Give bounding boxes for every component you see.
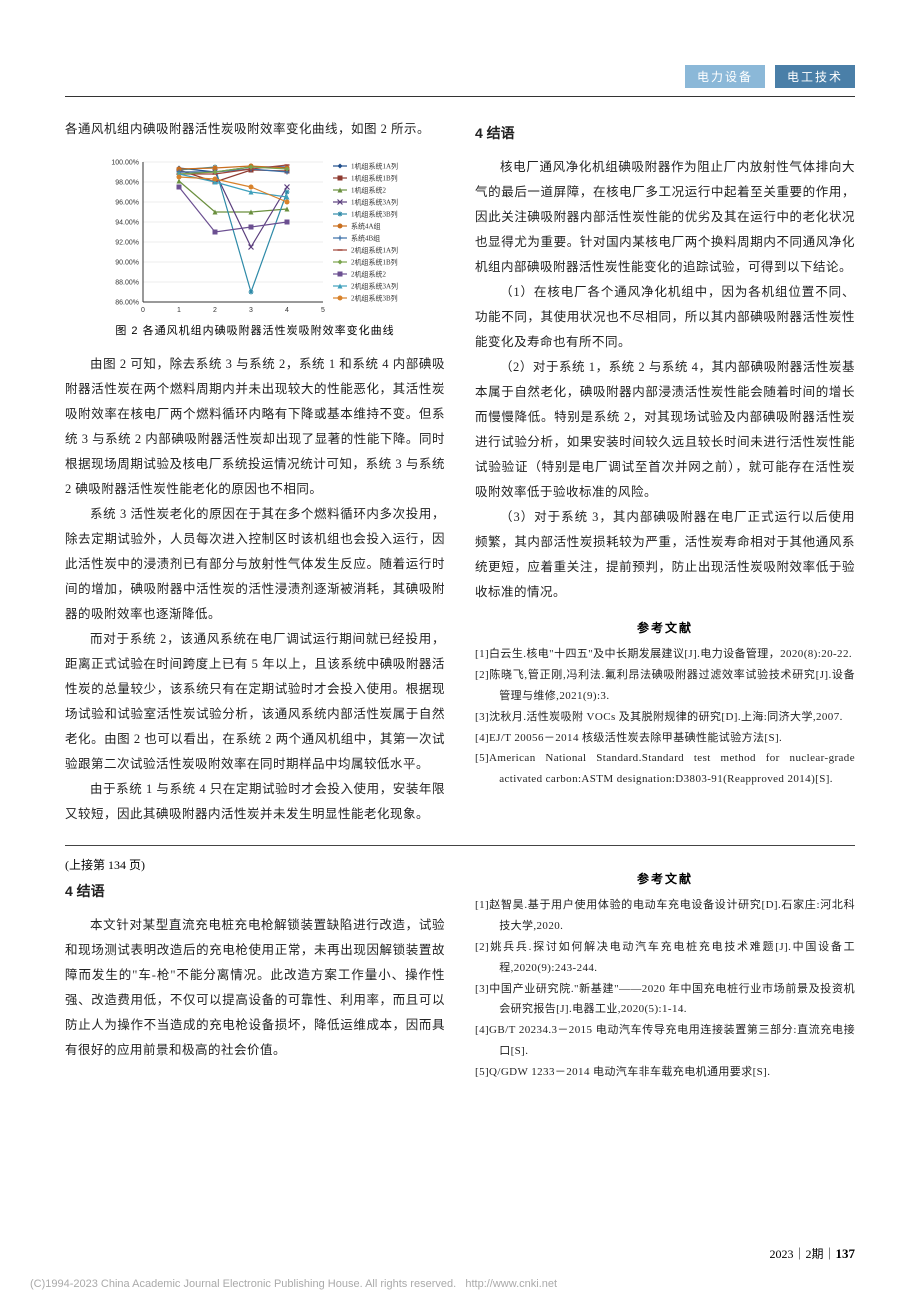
svg-text:0: 0 [141, 307, 145, 314]
left-p3: 而对于系统 2，该通风系统在电厂调试运行期间就已经投用，距离正式试验在时间跨度上… [65, 627, 445, 777]
svg-text:100.00%: 100.00% [111, 160, 139, 167]
left-p1: 由图 2 可知，除去系统 3 与系统 2，系统 1 和系统 4 内部碘吸附器活性… [65, 352, 445, 502]
chart-svg: 86.00% 88.00% 90.00% 92.00% 94.00% 96.00% 98.0… [95, 156, 425, 316]
main-content: 各通风机组内碘吸附器活性炭吸附效率变化曲线，如图 2 所示。 86.00% 88.… [0, 117, 920, 827]
svg-text:96.00%: 96.00% [115, 200, 139, 207]
references-list: [1]白云生.核电"十四五"及中长期发展建议[J].电力设备管理，2020(8)… [475, 644, 855, 790]
right-p2: （1）在核电厂各个通风净化机组中，因为各机组位置不同、功能不同，其使用状况也不尽… [475, 280, 855, 355]
svg-text:2机组系统3B列: 2机组系统3B列 [351, 294, 398, 303]
reference-item: [2]姚兵兵.探讨如何解决电动汽车充电桩充电技术难题[J].中国设备工程,202… [475, 937, 855, 979]
svg-text:86.00%: 86.00% [115, 300, 139, 307]
copyright-url[interactable]: http://www.cnki.net [465, 1278, 557, 1290]
references-title: 参考文献 [475, 619, 855, 636]
article-separator [65, 845, 855, 846]
bottom-content: (上接第 134 页) 4 结语 本文针对某型直流充电桩充电枪解锁装置缺陷进行改… [0, 856, 920, 1083]
page-number: 137 [836, 1246, 856, 1261]
header-tag-category: 电力设备 [685, 65, 765, 88]
svg-text:1机组系统1A列: 1机组系统1A列 [351, 162, 398, 171]
page-footer: 2023｜2期｜137 [769, 1245, 855, 1262]
svg-text:系统4B组: 系统4B组 [351, 234, 380, 243]
svg-text:98.00%: 98.00% [115, 180, 139, 187]
svg-text:2机组系统1B列: 2机组系统1B列 [351, 258, 398, 267]
continuation-note: (上接第 134 页) [65, 856, 445, 873]
header-tag-journal: 电工技术 [775, 65, 855, 88]
reference-item: [2]陈晓飞,管正刚,冯利法.氟利昂法碘吸附器过滤效率试验技术研究[J].设备管… [475, 665, 855, 707]
section-4-title: 4 结语 [475, 123, 855, 143]
reference-item: [5]American National Standard.Standard t… [475, 748, 855, 790]
reference-item: [5]Q/GDW 1233－2014 电动汽车非车载充电机通用要求[S]. [475, 1062, 855, 1083]
reference-item: [3]沈秋月.活性炭吸附 VOCs 及其脱附规律的研究[D].上海:同济大学,2… [475, 707, 855, 728]
copyright-line: (C)1994-2023 China Academic Journal Elec… [30, 1278, 557, 1290]
left-p4: 由于系统 1 与系统 4 只在定期试验时才会投入使用，安装年限又较短，因此其碘吸… [65, 777, 445, 827]
reference-item: [4]EJ/T 20056－2014 核级活性炭去除甲基碘性能试验方法[S]. [475, 728, 855, 749]
svg-text:88.00%: 88.00% [115, 280, 139, 287]
right-p3: （2）对于系统 1，系统 2 与系统 4，其内部碘吸附器活性炭基本属于自然老化，… [475, 355, 855, 505]
svg-text:2机组系统3A列: 2机组系统3A列 [351, 282, 398, 291]
figure-2-caption: 图 2 各通风机组内碘吸附器活性炭吸附效率变化曲线 [65, 322, 445, 338]
svg-text:2机组系统2: 2机组系统2 [351, 270, 386, 279]
right-p4: （3）对于系统 3，其内部碘吸附器在电厂正式运行以后使用频繁，其内部活性炭损耗较… [475, 505, 855, 605]
reference-item: [4]GB/T 20234.3－2015 电动汽车传导充电用连接装置第三部分:直… [475, 1020, 855, 1062]
svg-text:1机组系统3A列: 1机组系统3A列 [351, 198, 398, 207]
reference-item: [1]赵智昊.基于用户使用体验的电动车充电设备设计研究[D].石家庄:河北科技大… [475, 895, 855, 937]
bottom-section-title: 4 结语 [65, 881, 445, 901]
svg-text:2机组系统1A列: 2机组系统1A列 [351, 246, 398, 255]
svg-text:5: 5 [321, 307, 325, 314]
reference-item: [3]中国产业研究院."新基建"——2020 年中国充电桩行业市场前景及投资机会… [475, 979, 855, 1021]
reference-item: [1]白云生.核电"十四五"及中长期发展建议[J].电力设备管理，2020(8)… [475, 644, 855, 665]
bottom-right-column: 参考文献 [1]赵智昊.基于用户使用体验的电动车充电设备设计研究[D].石家庄:… [475, 856, 855, 1083]
intro-para: 各通风机组内碘吸附器活性炭吸附效率变化曲线，如图 2 所示。 [65, 117, 445, 142]
copyright-text: (C)1994-2023 China Academic Journal Elec… [30, 1278, 456, 1290]
right-p1: 核电厂通风净化机组碘吸附器作为阻止厂内放射性气体排向大气的最后一道屏障，在核电厂… [475, 155, 855, 280]
bottom-references-title: 参考文献 [475, 870, 855, 887]
svg-text:90.00%: 90.00% [115, 260, 139, 267]
svg-text:4: 4 [285, 307, 289, 314]
bottom-p1: 本文针对某型直流充电桩充电枪解锁装置缺陷进行改造，试验和现场测试表明改造后的充电… [65, 913, 445, 1063]
header-divider [65, 96, 855, 97]
svg-text:1机组系统2: 1机组系统2 [351, 186, 386, 195]
figure-2-chart: 86.00% 88.00% 90.00% 92.00% 94.00% 96.00% 98.0… [95, 156, 445, 316]
bottom-left-column: (上接第 134 页) 4 结语 本文针对某型直流充电桩充电枪解锁装置缺陷进行改… [65, 856, 445, 1083]
svg-text:2: 2 [213, 307, 217, 314]
header-bar: 电力设备 电工技术 [0, 0, 920, 96]
svg-text:1: 1 [177, 307, 181, 314]
svg-text:系统4A组: 系统4A组 [351, 222, 381, 231]
svg-text:1机组系统1B列: 1机组系统1B列 [351, 174, 398, 183]
svg-text:3: 3 [249, 307, 253, 314]
svg-text:92.00%: 92.00% [115, 240, 139, 247]
right-column: 4 结语 核电厂通风净化机组碘吸附器作为阻止厂内放射性气体排向大气的最后一道屏障… [475, 117, 855, 827]
svg-text:1机组系统3B列: 1机组系统3B列 [351, 210, 398, 219]
left-p2: 系统 3 活性炭老化的原因在于其在多个燃料循环内多次投用，除去定期试验外，人员每… [65, 502, 445, 627]
issue-label: 2023｜2期｜ [769, 1247, 835, 1261]
left-column: 各通风机组内碘吸附器活性炭吸附效率变化曲线，如图 2 所示。 86.00% 88.… [65, 117, 445, 827]
bottom-references-list: [1]赵智昊.基于用户使用体验的电动车充电设备设计研究[D].石家庄:河北科技大… [475, 895, 855, 1083]
svg-text:94.00%: 94.00% [115, 220, 139, 227]
